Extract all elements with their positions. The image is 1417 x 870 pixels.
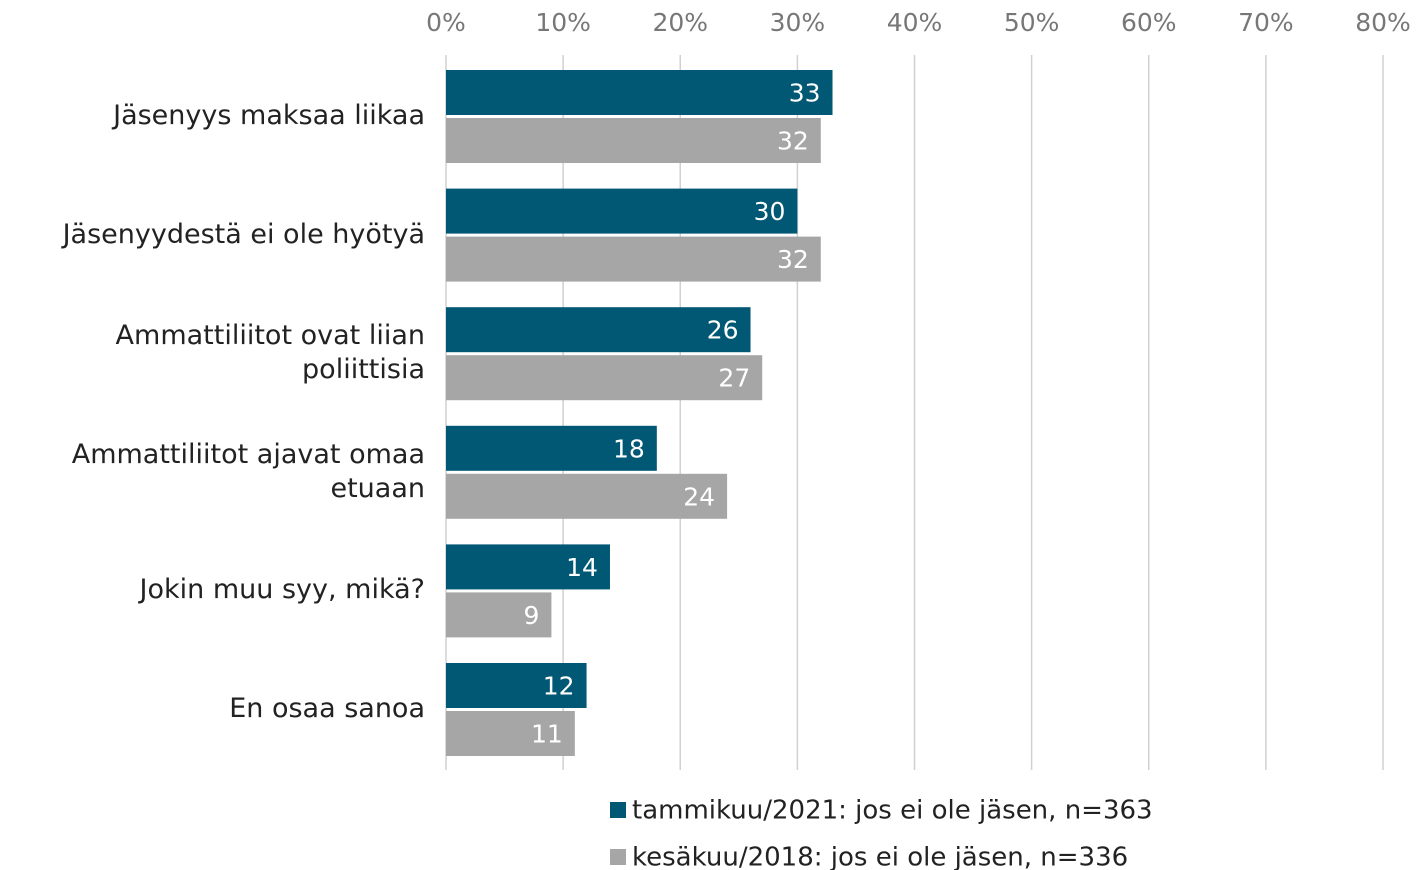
data-label: 27 [718,364,750,393]
bar [446,425,657,471]
x-tick-label: 0% [426,8,466,37]
data-label: 30 [754,197,786,226]
bar [446,711,575,756]
bar [446,355,763,401]
x-tick-label: 30% [770,8,826,37]
x-tick-label: 70% [1238,8,1294,37]
bar [446,70,833,115]
bar [446,118,821,163]
data-label: 32 [777,127,809,156]
data-label: 33 [789,79,821,108]
x-tick-label: 60% [1121,8,1177,37]
y-tick-label: Ammattiliitot ovat liian poliittisia [115,320,425,386]
x-tick-label: 20% [652,8,708,37]
bar [446,473,728,519]
bar [446,307,751,353]
x-tick-label: 80% [1355,8,1411,37]
x-tick-label: 10% [535,8,591,37]
legend-label: tammikuu/2021: jos ei ole jäsen, n=363 [632,796,1153,826]
y-tick-label: Jokin muu syy, mikä? [139,574,425,606]
legend-swatch [610,802,626,818]
bar [446,188,798,234]
y-tick-label: Ammattiliitot ajavat omaa etuaan [71,438,425,504]
data-label: 14 [566,553,598,582]
data-label: 18 [613,434,645,463]
bar [446,236,821,282]
x-tick-label: 50% [1004,8,1060,37]
data-label: 12 [543,672,575,701]
data-label: 32 [777,245,809,274]
data-label: 9 [524,601,540,630]
bar [446,663,587,708]
x-tick-label: 40% [887,8,943,37]
data-label: 24 [683,482,715,511]
data-label: 11 [531,720,563,749]
legend-label: kesäkuu/2018: jos ei ole jäsen, n=336 [632,843,1128,870]
bar [446,544,610,590]
bar [446,592,552,638]
y-tick-label: Jäsenyys maksaa liikaa [113,100,425,131]
data-label: 26 [707,316,739,345]
y-tick-label: En osaa sanoa [229,693,425,724]
y-tick-label: Jäsenyydestä ei ole hyötyä [62,218,425,250]
legend-swatch [610,849,626,865]
